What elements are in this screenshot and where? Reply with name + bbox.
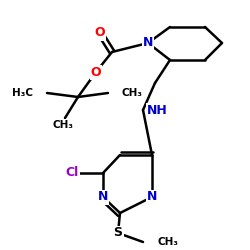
Text: CH₃: CH₃ [157, 237, 178, 247]
Text: S: S [114, 226, 122, 239]
Text: CH₃: CH₃ [122, 88, 143, 98]
Text: O: O [91, 66, 101, 78]
Text: CH₃: CH₃ [52, 120, 74, 130]
Text: N: N [143, 36, 153, 50]
Text: N: N [98, 190, 108, 203]
Text: H₃C: H₃C [12, 88, 33, 98]
Text: N: N [147, 190, 157, 203]
Text: NH: NH [146, 104, 168, 117]
Text: Cl: Cl [66, 166, 78, 179]
Text: O: O [95, 26, 105, 40]
